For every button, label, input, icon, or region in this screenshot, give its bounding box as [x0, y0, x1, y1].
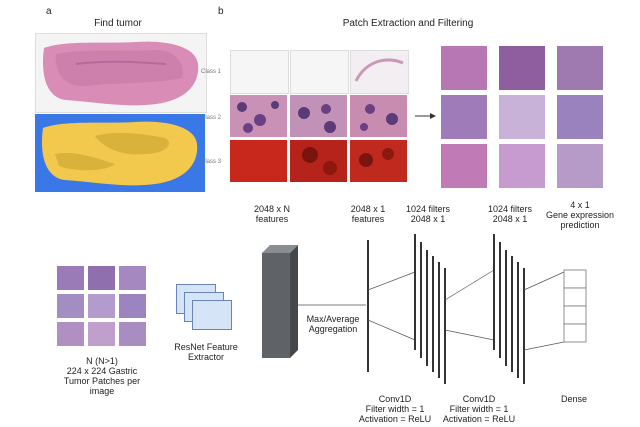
input-patch: [119, 266, 146, 290]
filtered-patch: [557, 144, 603, 188]
output-label-line-3: prediction: [560, 220, 600, 230]
filtered-patch: [557, 95, 603, 139]
panel-b-title: Patch Extraction and Filtering: [342, 18, 474, 29]
patch-class-2-a: [230, 95, 287, 137]
aggregation-label-line-1: Max/Average: [306, 314, 360, 324]
features-n-line-2: features: [255, 214, 289, 224]
conv1-label-line-3: Activation = ReLU: [358, 414, 432, 424]
output-label-line-2: Gene expression: [545, 210, 615, 220]
conv1-filters-line-2: 2048 x 1: [410, 214, 446, 224]
input-patch: [88, 294, 115, 318]
input-label-line-3: Tumor Patches per: [63, 376, 141, 386]
filtered-patch: [441, 95, 487, 139]
dense-label: Dense: [560, 394, 587, 404]
filtered-patch: [441, 144, 487, 188]
patch-class-1-b: [290, 50, 349, 94]
panel-b-letter: b: [218, 6, 224, 17]
conv2-filters-line-1: 1024 filters: [487, 204, 533, 214]
tumor-mask: [35, 114, 205, 192]
extractor-label-line-2: Extractor: [187, 352, 224, 362]
input-patch: [57, 266, 84, 290]
patch-class-3-b: [290, 140, 347, 182]
input-patch: [88, 322, 115, 346]
extractor-label-line-1: ResNet Feature: [174, 342, 238, 352]
filtered-patch: [557, 46, 603, 90]
patch-class-1-a: [230, 50, 289, 94]
panel-a-letter: a: [46, 6, 52, 17]
patch-class-1-c: [350, 50, 409, 94]
panel-a-title: Find tumor: [94, 18, 142, 29]
filtered-patch: [499, 144, 545, 188]
input-patch: [57, 294, 84, 318]
class-1-label: Class 1: [200, 69, 221, 75]
input-patch: [88, 266, 115, 290]
patch-class-2-c: [350, 95, 407, 137]
resnet-layer: [192, 300, 232, 330]
patch-class-2-b: [290, 95, 347, 137]
class-2-label: Class 2: [200, 115, 221, 121]
patch-class-3-c: [350, 140, 407, 182]
filtered-patch: [499, 46, 545, 90]
patch-class-3-a: [230, 140, 287, 182]
conv1-label-line-2: Filter width = 1: [365, 404, 425, 414]
conv1-filters-line-1: 1024 filters: [405, 204, 451, 214]
features-1-line-2: features: [351, 214, 385, 224]
conv2-label-line-3: Activation = ReLU: [442, 414, 516, 424]
input-label-line-4: image: [89, 386, 115, 396]
features-n-line-1: 2048 x N: [253, 204, 291, 214]
conv2-filters-line-2: 2048 x 1: [492, 214, 528, 224]
features-1-line-1: 2048 x 1: [350, 204, 386, 214]
conv2-label-line-2: Filter width = 1: [449, 404, 509, 414]
filtered-patch: [499, 95, 545, 139]
wsi-thumbnail: [35, 33, 207, 113]
input-label-line-1: N (N>1): [86, 356, 118, 366]
aggregation-label-line-2: Aggregation: [308, 324, 358, 334]
conv2-label-line-1: Conv1D: [462, 394, 496, 404]
filtered-patch: [441, 46, 487, 90]
conv1-label-line-1: Conv1D: [378, 394, 412, 404]
input-patch: [57, 322, 84, 346]
input-label-line-2: 224 x 224 Gastric: [66, 366, 138, 376]
input-patch: [119, 322, 146, 346]
input-patch: [119, 294, 146, 318]
output-label-line-1: 4 x 1: [570, 200, 590, 210]
class-3-label: Class 3: [200, 159, 221, 165]
